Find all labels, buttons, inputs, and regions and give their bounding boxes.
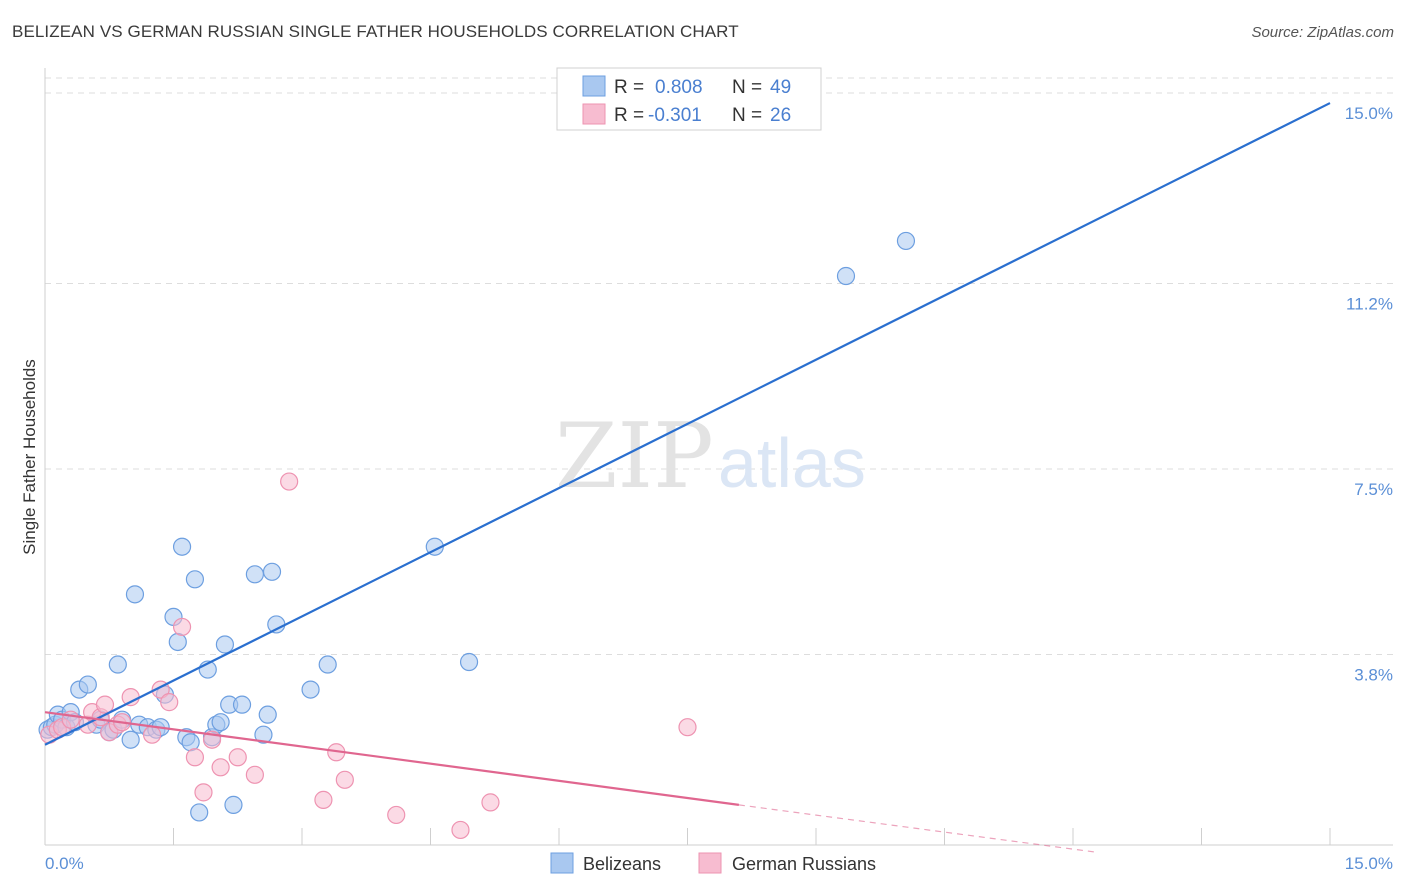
grid <box>45 77 1393 656</box>
belizean-point <box>245 565 264 584</box>
belizean-point <box>318 655 337 674</box>
legend-n-value: 26 <box>770 105 791 126</box>
german-russian-point <box>387 805 406 825</box>
belizean-point <box>181 733 200 752</box>
chart-title: BELIZEAN VS GERMAN RUSSIAN SINGLE FATHER… <box>12 22 739 41</box>
belizean-point <box>172 537 192 556</box>
belizean-point <box>836 266 856 286</box>
german-russian-point <box>194 783 213 802</box>
x-tick-label-min: 0.0% <box>45 854 84 873</box>
belizean-point <box>224 795 243 814</box>
belizean-point <box>125 585 145 604</box>
german-russian-point <box>280 472 299 491</box>
german-russian-point <box>211 758 230 777</box>
belizean-point <box>108 655 127 674</box>
belizean-point <box>232 695 252 714</box>
german-russian-point <box>172 617 192 637</box>
bottom-legend-german-russians: German Russians <box>732 854 876 874</box>
stats-legend: R = 0.808 N = 49 R = -0.301 N = 26 <box>556 67 822 131</box>
y-axis-title: Single Father Households <box>20 359 39 555</box>
y-tick-label: 3.8% <box>1354 666 1393 685</box>
legend-r-label: R = <box>614 105 644 126</box>
german-russian-point <box>678 718 697 737</box>
legend-r-label: R = <box>614 77 644 98</box>
trend-lines <box>44 102 1331 854</box>
watermark-zip: ZIP <box>555 404 714 509</box>
belizean-point <box>185 570 205 589</box>
belizean-point <box>215 635 234 654</box>
y-tick-label: 15.0% <box>1345 104 1393 123</box>
german-russian-point <box>142 725 162 744</box>
belizean-point <box>896 231 916 251</box>
x-tick-label-max: 15.0% <box>1345 854 1393 873</box>
watermark: ZIP atlas <box>555 404 866 509</box>
german-russian-trend-line <box>44 711 740 806</box>
german-russian-trend-extension <box>738 804 1099 854</box>
german-russian-point <box>95 695 115 714</box>
german-russian-point <box>185 748 205 767</box>
belizean-point <box>168 632 187 652</box>
belizean-point <box>262 562 282 581</box>
y-tick-label: 7.5% <box>1354 480 1393 499</box>
belizean-point <box>254 725 273 744</box>
bottom-legend-swatch-pink <box>698 852 722 874</box>
axes <box>44 68 1393 846</box>
legend-r-value: 0.808 <box>655 77 703 98</box>
legend-r-value: -0.301 <box>648 105 702 126</box>
watermark-atlas: atlas <box>718 424 866 502</box>
legend-swatch-blue <box>582 75 606 97</box>
belizean-point <box>78 675 97 694</box>
belizean-point <box>301 680 320 699</box>
legend-n-value: 49 <box>770 77 791 98</box>
german-russian-point <box>160 693 179 712</box>
source-label: Source: ZipAtlas.com <box>1251 24 1394 41</box>
belizean-point <box>459 652 479 672</box>
bottom-legend-swatch-blue <box>550 852 574 874</box>
y-tick-label: 11.2% <box>1346 295 1393 314</box>
belizean-trend-line <box>44 102 1331 746</box>
legend-n-label: N = <box>732 105 762 126</box>
legend-swatch-pink <box>582 103 606 125</box>
belizean-point <box>258 705 277 724</box>
german-russian-point <box>335 770 354 789</box>
german-russian-point <box>451 820 470 840</box>
bottom-legend-belizeans: Belizeans <box>583 854 661 874</box>
belizean-point <box>121 730 140 749</box>
legend-n-label: N = <box>732 77 762 98</box>
german-russian-point <box>481 793 500 812</box>
german-russian-point <box>245 765 264 784</box>
data-points <box>38 231 916 840</box>
german-russian-point <box>228 748 247 767</box>
belizean-point <box>190 803 209 822</box>
tick-labels: 3.8% 7.5% 11.2% 15.0% 0.0% 15.0% <box>45 104 1393 873</box>
bottom-legend: Belizeans German Russians <box>550 852 876 874</box>
german-russian-point <box>314 790 333 809</box>
belizean-point <box>211 713 230 732</box>
